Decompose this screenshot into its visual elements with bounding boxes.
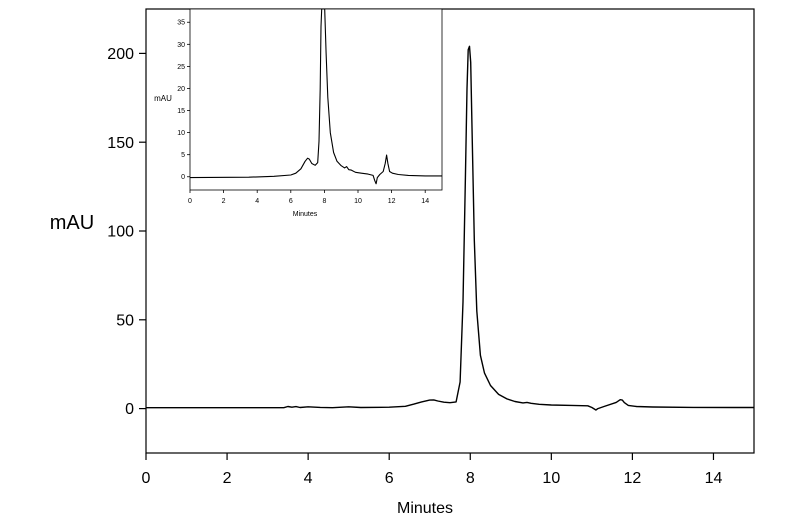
main-x-axis-label: Minutes [397, 500, 453, 517]
main-y-tick-label: 0 [125, 401, 134, 418]
main-x-tick-label: 4 [304, 470, 313, 487]
main-y-tick-label: 50 [116, 312, 134, 329]
main-x-tick-label: 6 [385, 470, 394, 487]
main-x-tick-label: 12 [624, 470, 642, 487]
inset-x-tick-label: 6 [289, 198, 293, 205]
inset-x-tick-label: 10 [354, 198, 362, 205]
inset-y-tick-label: 5 [181, 152, 185, 159]
inset-x-tick-label: 8 [322, 198, 326, 205]
inset-y-axis-label: mAU [154, 94, 172, 103]
main-x-tick-label: 14 [705, 470, 723, 487]
inset-x-axis-label: Minutes [293, 211, 318, 218]
main-x-tick-label: 8 [466, 470, 475, 487]
main-y-axis-ticks: 0 50 100 150 200 [107, 46, 146, 418]
inset-y-tick-label: 35 [177, 20, 185, 27]
main-x-tick-label: 10 [542, 470, 560, 487]
inset-x-axis-ticks: 0 2 4 6 8 10 12 14 [188, 190, 429, 205]
inset-chromatogram-trace [189, 8, 442, 185]
inset-y-tick-label: 15 [177, 108, 185, 115]
main-y-tick-label: 100 [107, 224, 134, 241]
inset-chart-panel: 0 2 4 6 8 10 12 14 0 5 10 15 20 25 30 35 Minutes mAU [154, 8, 443, 218]
main-y-tick-label: 200 [107, 46, 134, 63]
inset-plot-frame [189, 8, 443, 191]
inset-x-tick-label: 2 [222, 198, 226, 205]
inset-x-tick-label: 4 [255, 198, 259, 205]
main-x-axis-ticks: 0 2 4 6 8 10 12 14 [142, 453, 723, 487]
inset-y-tick-label: 30 [177, 42, 185, 49]
inset-x-tick-label: 14 [421, 198, 429, 205]
inset-y-tick-label: 25 [177, 64, 185, 71]
inset-x-tick-label: 0 [188, 198, 192, 205]
inset-y-axis-ticks: 0 5 10 15 20 25 30 35 [177, 20, 190, 181]
inset-y-tick-label: 10 [177, 130, 185, 137]
main-y-axis-label: mAU [50, 212, 94, 234]
inset-y-tick-label: 20 [177, 86, 185, 93]
inset-y-tick-label: 0 [181, 174, 185, 181]
main-x-tick-label: 0 [142, 470, 151, 487]
main-y-tick-label: 150 [107, 135, 134, 152]
inset-x-tick-label: 12 [388, 198, 396, 205]
main-x-tick-label: 2 [223, 470, 232, 487]
main-chromatogram-trace [146, 45, 754, 411]
